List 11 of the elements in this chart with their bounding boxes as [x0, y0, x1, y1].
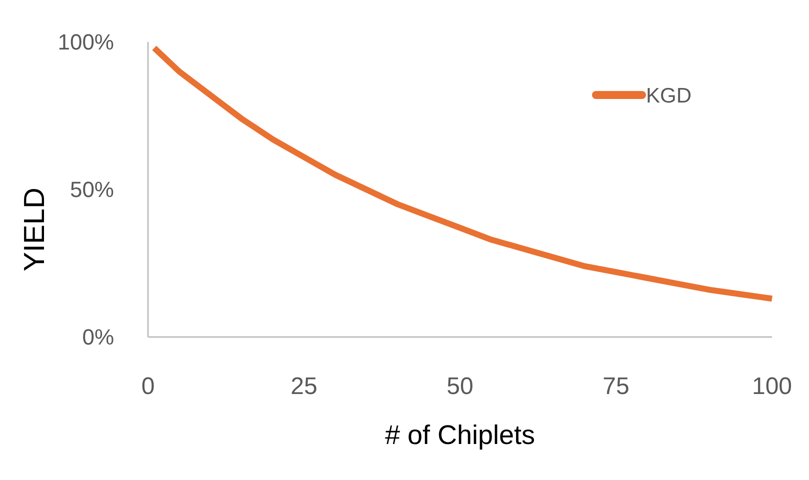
legend-label: KGD	[646, 84, 692, 108]
y-tick-label: 50%	[70, 177, 114, 202]
x-tick-label: 75	[602, 373, 630, 400]
x-tick-label: 25	[290, 373, 318, 400]
y-tick-label: 100%	[58, 30, 114, 55]
x-tick-label: 100	[752, 373, 792, 400]
x-tick-label: 0	[141, 373, 155, 400]
x-tick-label: 50	[446, 373, 474, 400]
y-tick-label: 0%	[82, 324, 114, 350]
x-axis-title: # of Chiplets	[384, 420, 536, 450]
y-axis-title: YIELD	[19, 188, 51, 272]
